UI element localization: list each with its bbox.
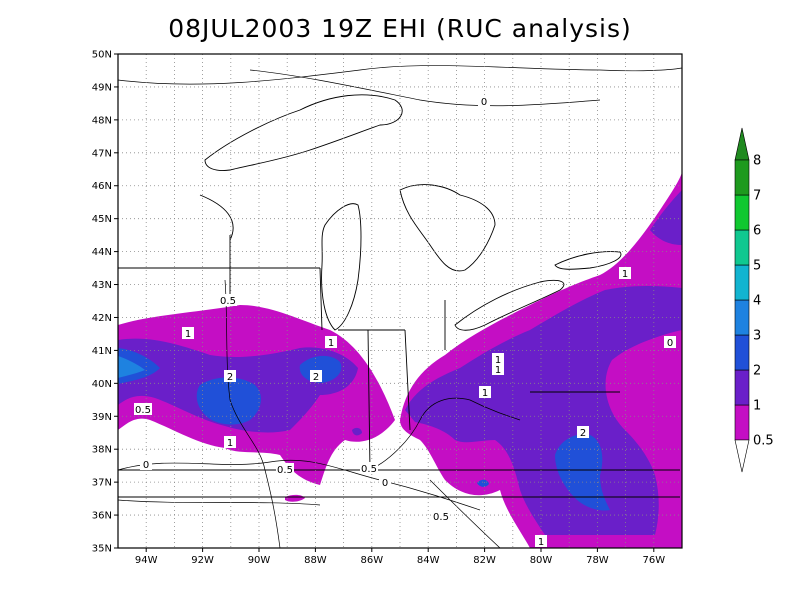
ehi-contour-0-north <box>118 65 682 107</box>
latitude-label: 45N <box>92 214 112 225</box>
longitude-label: 88W <box>304 555 327 566</box>
contour-label: 0 <box>143 460 149 471</box>
latitude-label: 48N <box>92 115 112 126</box>
contour-label: 0.5 <box>361 464 377 475</box>
ehi-region-east-1 <box>405 285 682 535</box>
latitude-label: 46N <box>92 181 112 192</box>
contour-label: 1 <box>328 338 334 349</box>
latitude-label: 41N <box>92 346 112 357</box>
colorbar-segment <box>734 369 750 406</box>
colorbar-level-label: 5 <box>753 259 761 274</box>
latitude-label: 39N <box>92 412 112 423</box>
colorbar-segment <box>734 194 750 231</box>
contour-labels: 1 2 2 1 1 0.5 0.5 0.5 0.5 0.5 1 1 1 2 1 … <box>134 95 676 548</box>
colorbar-level-label: 1 <box>753 399 761 414</box>
longitude-label: 84W <box>417 555 440 566</box>
axis-labels: 35N 36N 37N 38N 39N 40N 41N 42N 43N 44N 45N 46N 47N 4… <box>92 50 665 567</box>
colorbar-level-label: 7 <box>753 189 761 204</box>
longitude-label: 80W <box>530 555 553 566</box>
contour-label: 2 <box>313 372 319 383</box>
colorbar-segment <box>734 299 750 336</box>
lake-erie-outline <box>454 279 565 331</box>
contour-label: 0.5 <box>220 296 236 307</box>
lake-huron-outline <box>399 184 496 272</box>
latitude-label: 47N <box>92 148 112 159</box>
colorbar-segment <box>734 264 750 301</box>
longitude-label: 76W <box>642 555 665 566</box>
latitude-label: 50N <box>92 50 112 61</box>
longitude-label: 82W <box>473 555 496 566</box>
ehi-region-west-2b <box>196 377 262 425</box>
latitude-label: 37N <box>92 478 112 489</box>
latitude-label: 38N <box>92 445 112 456</box>
colorbar-segment <box>734 159 750 196</box>
contour-label: 0 <box>481 97 487 108</box>
colorbar-level-label: 8 <box>753 154 761 169</box>
map-title: 08JUL2003 19Z EHI (RUC analysis) <box>168 14 632 43</box>
ehi-region-east-1b <box>650 190 682 245</box>
contour-label: 0 <box>667 338 673 349</box>
colorbar-min-arrow <box>734 439 750 473</box>
ehi-patch-2 <box>352 427 362 436</box>
colorbar: 0.5 1 2 3 4 5 6 7 8 <box>734 127 774 473</box>
colorbar-segment <box>734 404 750 441</box>
river-lines <box>224 279 521 548</box>
lake-ontario-outline <box>554 251 622 270</box>
contour-label: 2 <box>580 428 586 439</box>
latitude-label: 49N <box>92 82 112 93</box>
geography-lines <box>118 65 682 548</box>
latitude-label: 42N <box>92 313 112 324</box>
contour-label: 1 <box>227 438 233 449</box>
contour-label: 2 <box>227 372 233 383</box>
contour-label: 0.5 <box>433 512 449 523</box>
latitude-label: 43N <box>92 280 112 291</box>
latitude-label: 44N <box>92 247 112 258</box>
contour-label: 1 <box>622 269 628 280</box>
latitude-label: 36N <box>92 511 112 522</box>
ehi-fill-layer <box>118 172 682 548</box>
colorbar-max-arrow <box>734 127 750 161</box>
lake-superior-outline <box>204 94 403 171</box>
colorbar-level-label: 0.5 <box>753 434 774 449</box>
contour-label: 1 <box>185 329 191 340</box>
colorbar-segment <box>734 334 750 371</box>
contour-label: 0.5 <box>277 465 293 476</box>
contour-label: 1 <box>495 355 501 366</box>
ehi-region-west-3 <box>118 356 145 378</box>
contour-label: 0.5 <box>135 405 151 416</box>
contour-label: 0 <box>382 478 388 489</box>
contour-label: 1 <box>538 537 544 548</box>
latitude-label: 35N <box>92 544 112 555</box>
contour-label: 1 <box>495 365 501 376</box>
contour-label: 1 <box>482 388 488 399</box>
colorbar-level-label: 6 <box>753 224 761 239</box>
colorbar-level-label: 2 <box>753 364 761 379</box>
ehi-region-east-2 <box>555 434 610 511</box>
map-frame <box>117 53 683 549</box>
latitude-label: 40N <box>92 379 112 390</box>
longitude-label: 86W <box>360 555 383 566</box>
colorbar-level-label: 4 <box>753 294 761 309</box>
ehi-patch-3 <box>477 479 489 487</box>
colorbar-level-label: 3 <box>753 329 761 344</box>
longitude-label: 94W <box>135 555 158 566</box>
colorbar-segment <box>734 229 750 266</box>
ehi-patch-1 <box>285 494 305 502</box>
longitude-label: 90W <box>248 555 271 566</box>
longitude-label: 92W <box>191 555 214 566</box>
lake-michigan-outline <box>321 203 362 331</box>
longitude-label: 78W <box>586 555 609 566</box>
